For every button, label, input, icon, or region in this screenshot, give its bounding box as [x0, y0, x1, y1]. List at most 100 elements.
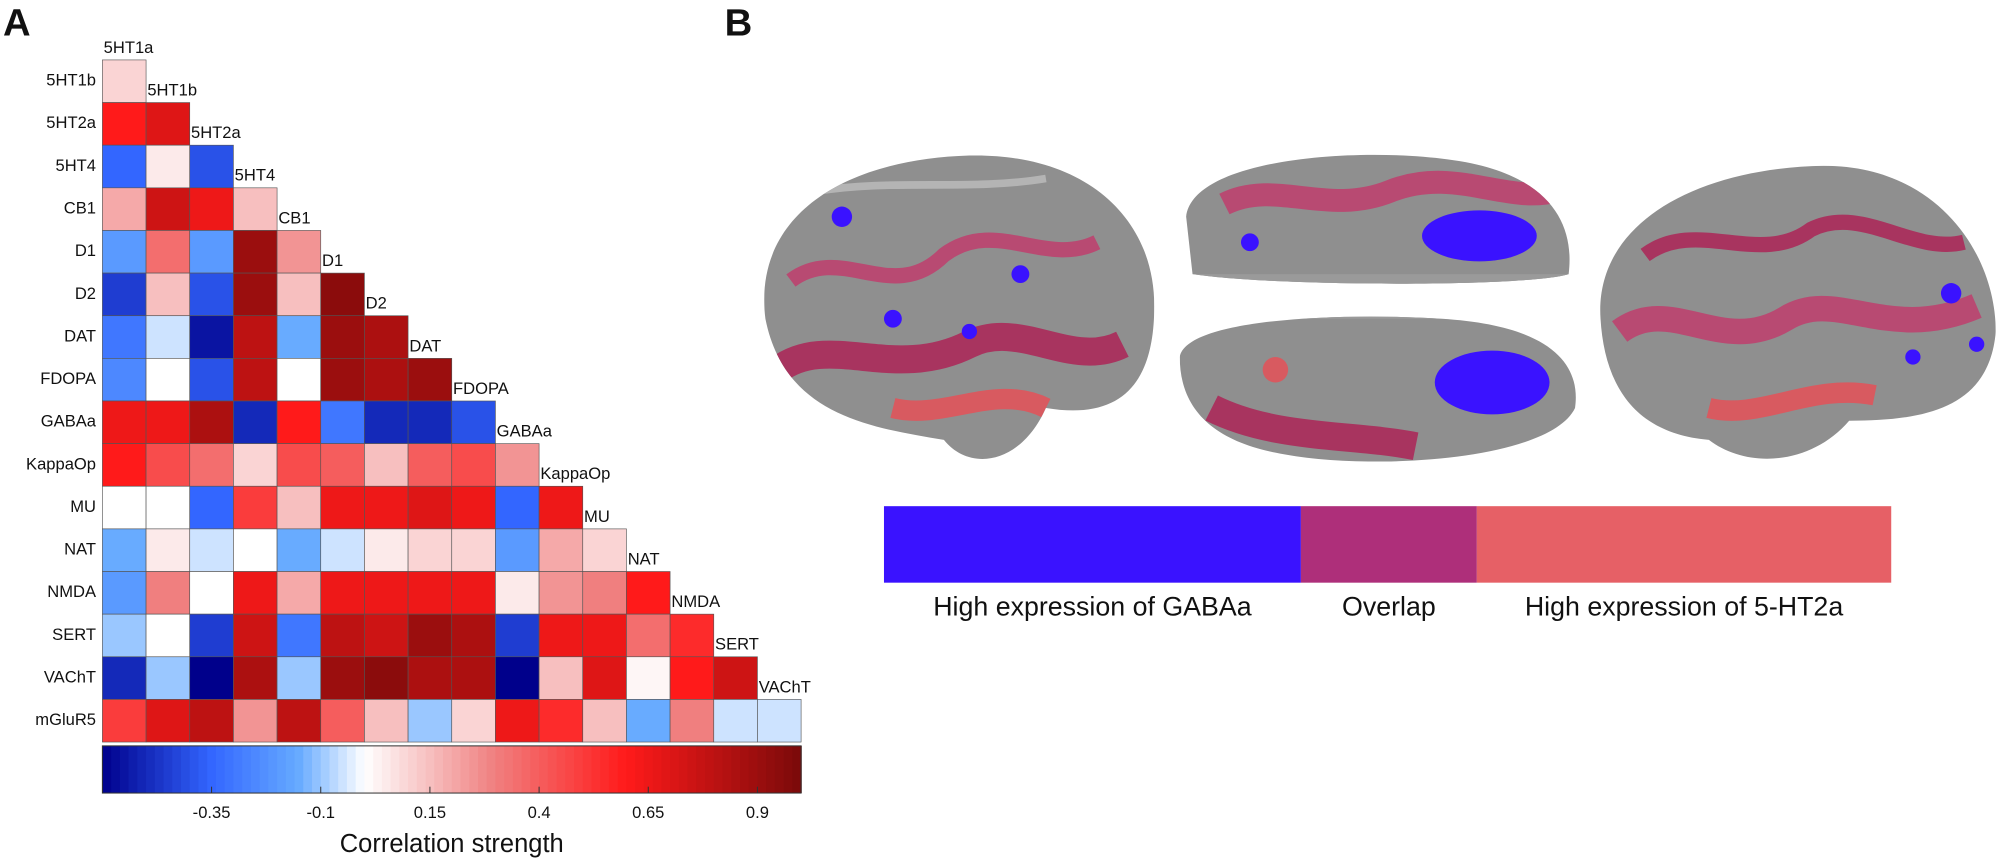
heatmap-cell: [276, 272, 322, 317]
colorbar-swatch: [635, 745, 645, 794]
colorbar-swatch: [215, 745, 226, 794]
heatmap-cell: [189, 272, 234, 317]
colorbar-swatch: [670, 745, 680, 794]
colorbar-swatch: [338, 745, 348, 794]
heatmap-cell: [102, 400, 147, 444]
heatmap-cell: [189, 315, 234, 359]
colorbar-swatch: [390, 745, 400, 794]
heatmap-cell: [495, 613, 540, 658]
colorbar-swatch: [399, 745, 409, 794]
heatmap-cell: [145, 699, 191, 743]
heatmap-cell: [145, 485, 191, 530]
colorbar-label: Correlation strength: [340, 830, 564, 858]
column-label: FDOPA: [453, 379, 510, 398]
heatmap-cell: [407, 528, 453, 572]
colorbar-swatch: [189, 745, 200, 794]
heatmap-cell: [407, 613, 453, 658]
heatmap-cell: [320, 443, 365, 487]
heatmap-cell: [451, 656, 496, 700]
colorbar-swatch: [434, 745, 444, 794]
colorbar-swatch: [512, 745, 523, 794]
colorbar-swatch: [329, 745, 339, 794]
colorbar-swatch: [172, 745, 182, 794]
heatmap-cell: [189, 571, 234, 615]
column-label: NMDA: [671, 592, 721, 611]
heatmap-cell: [189, 656, 234, 700]
colorbar-swatch: [469, 745, 479, 794]
heatmap-cell: [582, 571, 627, 615]
heatmap-cell: [102, 102, 147, 146]
colorbar-swatch: [722, 745, 732, 794]
heatmap-cell: [276, 613, 322, 658]
legend-swatch: [883, 506, 1301, 583]
row-label: 5HT2a: [46, 113, 97, 132]
heatmap-cell: [364, 699, 409, 743]
heatmap-cell: [102, 144, 147, 189]
colorbar-swatch: [661, 745, 671, 794]
heatmap-cell: [626, 613, 671, 658]
heatmap-cell: [451, 528, 496, 572]
heatmap-cell: [538, 613, 584, 658]
colorbar-tick-label: -0.1: [306, 803, 335, 822]
heatmap-cell: [233, 699, 278, 743]
column-label: KappaOp: [540, 464, 610, 483]
row-label: 5HT4: [56, 156, 97, 175]
heatmap-cell: [364, 528, 409, 572]
column-label: 5HT2a: [191, 123, 242, 142]
colorbar-swatch: [766, 745, 776, 794]
row-label: CB1: [64, 199, 96, 218]
colorbar-swatch: [504, 745, 514, 794]
heatmap-cell: [145, 358, 191, 402]
heatmap-cell: [145, 144, 191, 189]
colorbar-swatch: [137, 745, 147, 794]
colorbar-tick-label: 0.4: [528, 803, 551, 822]
heatmap-cell: [102, 443, 147, 487]
colorbar-swatch: [364, 745, 374, 794]
colorbar-swatch: [574, 745, 584, 794]
heatmap-cell: [364, 571, 409, 615]
heatmap-cell: [451, 571, 496, 615]
colorbar-swatch: [783, 745, 794, 794]
colorbar-swatch: [119, 745, 130, 794]
panel-label: A: [3, 2, 31, 45]
colorbar-swatch: [687, 745, 697, 794]
heatmap-cell: [189, 144, 234, 189]
heatmap-cell: [102, 315, 147, 359]
heatmap-cell: [669, 656, 715, 700]
colorbar-swatch: [303, 745, 313, 794]
colorbar-swatch: [163, 745, 173, 794]
heatmap-cell: [582, 656, 627, 700]
colorbar-swatch: [739, 745, 750, 794]
heatmap-cell: [538, 656, 584, 700]
heatmap-cell: [669, 699, 715, 743]
colorbar-swatch: [792, 745, 802, 794]
heatmap-cell: [407, 443, 453, 487]
brain-images: [764, 154, 1996, 462]
heatmap-cell: [102, 699, 147, 743]
brain-top: [1179, 154, 1576, 462]
heatmap-cell: [451, 613, 496, 658]
heatmap-cell: [276, 358, 322, 402]
heatmap-cell: [451, 443, 496, 487]
heatmap-cell: [145, 528, 191, 572]
heatmap-cell: [757, 699, 802, 743]
heatmap-cell: [145, 443, 191, 487]
heatmap-cell: [145, 102, 191, 146]
colorbar-swatch: [539, 745, 549, 794]
heatmap-cell: [233, 571, 278, 615]
colorbar-swatch: [146, 745, 156, 794]
row-label: VAChT: [44, 667, 96, 686]
column-label: GABAa: [497, 422, 553, 441]
legend-label: High expression of GABAa: [933, 591, 1251, 621]
heatmap-cell: [320, 485, 365, 530]
row-label: GABAa: [41, 412, 97, 431]
colorbar-swatch: [268, 745, 278, 794]
colorbar-swatch: [181, 745, 191, 794]
legend-swatch: [1476, 506, 1892, 583]
heatmap-cell: [145, 656, 191, 700]
column-label: SERT: [715, 635, 759, 654]
heatmap-cell: [495, 656, 540, 700]
column-label: MU: [584, 507, 610, 526]
colorbar-tick-label: 0.9: [746, 803, 769, 822]
heatmap-cell: [102, 59, 147, 103]
